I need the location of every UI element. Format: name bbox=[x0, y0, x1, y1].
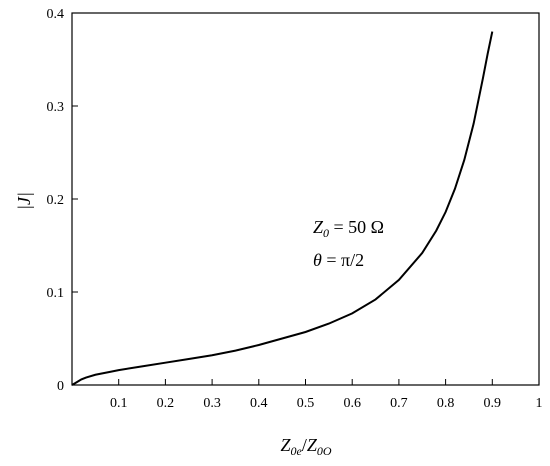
x-tick-label: 0.7 bbox=[390, 396, 408, 411]
annotation-theta: θ = π/2 bbox=[313, 250, 364, 270]
x-tick-label: 0.2 bbox=[157, 396, 175, 411]
x-tick-label: 0.6 bbox=[343, 396, 361, 411]
x-tick-label: 0.5 bbox=[297, 396, 315, 411]
y-axis-title: |J| bbox=[14, 192, 34, 210]
x-axis-ticks: 0.1 0.2 0.3 0.4 0.5 0.6 0.7 0.8 0.9 1 bbox=[110, 379, 543, 411]
x-tick-label: 0.9 bbox=[484, 396, 502, 411]
series-line bbox=[71, 31, 494, 386]
y-tick-label: 0.3 bbox=[47, 100, 65, 115]
y-tick-label: 0.4 bbox=[47, 7, 65, 22]
annotation-impedance: Z0 = 50 Ω bbox=[313, 217, 384, 240]
x-tick-label: 1 bbox=[536, 396, 543, 411]
y-tick-label: 0.2 bbox=[47, 193, 65, 208]
x-tick-label: 0.8 bbox=[437, 396, 455, 411]
y-tick-label: 0.1 bbox=[47, 286, 65, 301]
x-tick-label: 0.4 bbox=[250, 396, 268, 411]
y-axis-ticks: 0 0.1 0.2 0.3 0.4 bbox=[47, 7, 78, 394]
x-axis-title: Z0e/Z0O bbox=[280, 435, 331, 458]
x-tick-label: 0.3 bbox=[203, 396, 221, 411]
y-tick-label: 0 bbox=[57, 379, 64, 394]
x-tick-label: 0.1 bbox=[110, 396, 128, 411]
plot-frame bbox=[71, 12, 540, 386]
